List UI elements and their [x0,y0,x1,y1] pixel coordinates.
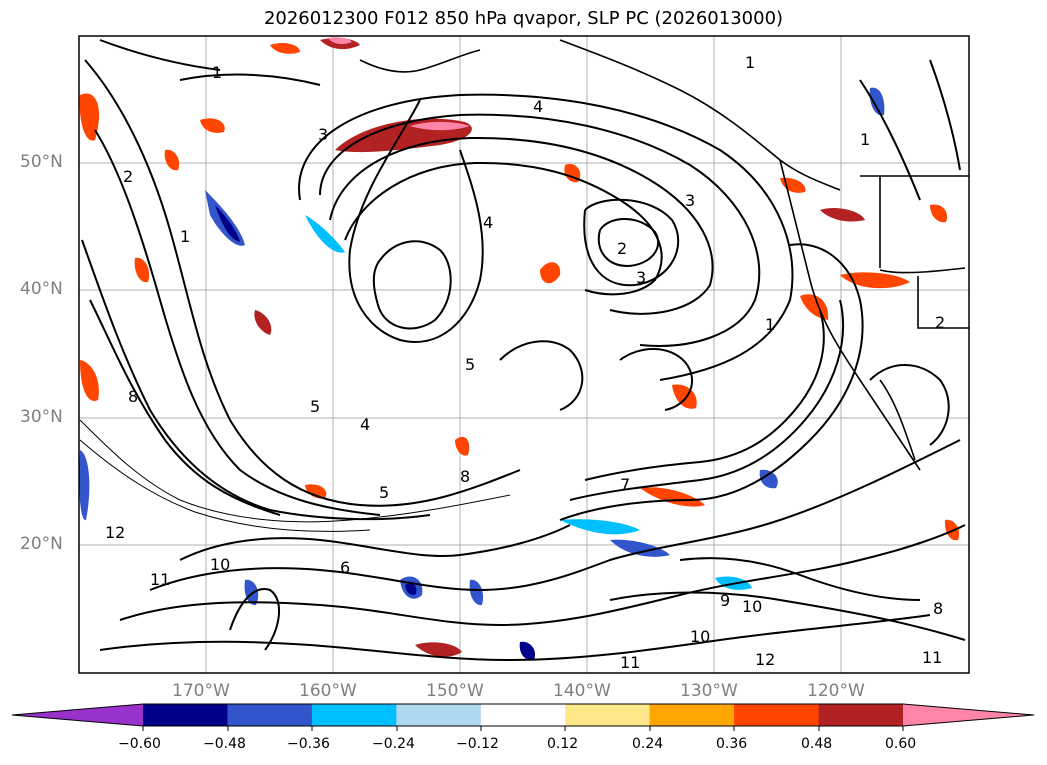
coastlines [359,39,969,471]
colorbar-segment [734,704,820,726]
gridlines [79,36,969,673]
map-background [79,36,969,673]
colorbar-segments [12,704,1034,726]
colorbar-segment [818,704,904,726]
contour-label: 2 [935,313,945,332]
lon-label: 160°W [299,681,357,701]
colorbar-segment [311,704,397,726]
slp-contours [81,39,966,662]
contour-label: 12 [755,650,775,669]
contour-label: 1 [180,227,190,246]
contour-label: 6 [340,558,350,577]
chart-title: 2026012300 F012 850 hPa qvapor, SLP PC (… [263,8,784,29]
colorbar-tick-label: −0.36 [287,736,330,752]
contour-label: 12 [105,523,125,542]
lat-label: 50°N [20,152,63,172]
contour-label: 8 [460,467,470,486]
contour-label: 10 [742,597,762,616]
contour-label: 4 [483,213,493,232]
colorbar-tick-label: −0.48 [203,736,246,752]
colorbar-ticks [142,726,904,731]
contour-label-layer: 1 1 1 1 1 2 2 2 3 3 3 4 4 4 5 5 5 6 7 8 … [105,53,945,672]
contour-label: 10 [690,627,710,646]
colorbar-extend-low [12,704,143,726]
contour-label: 3 [318,125,328,144]
colorbar-tick-label: −0.24 [372,736,415,752]
colorbar-tick-label: 0.12 [547,736,579,752]
colorbar-segment [649,704,735,726]
lon-label: 130°W [680,681,738,701]
colorbar-extend-high [903,704,1034,726]
colorbar-segment [227,704,313,726]
lat-label: 30°N [20,407,63,427]
lat-label: 40°N [20,279,63,299]
colorbar-tick-label: 0.48 [801,736,833,752]
colorbar-segment [143,704,228,726]
contour-label: 1 [860,130,870,149]
contour-label: 7 [620,475,630,494]
contour-label: 8 [128,387,138,406]
contour-label: 4 [360,415,370,434]
colorbar-tick-label: −0.60 [118,736,161,752]
lon-label: 140°W [553,681,611,701]
contour-label: 1 [745,53,755,72]
map-frame [78,35,970,674]
contour-label: 1 [765,315,775,334]
contour-label: 2 [617,239,627,258]
contour-label: 11 [620,653,640,672]
colorbar-segment [565,704,651,726]
contour-label: 9 [720,591,730,610]
lat-label: 20°N [20,534,63,554]
contour-label: 3 [685,191,695,210]
contour-label: 5 [379,483,389,502]
contour-label: 5 [465,355,475,374]
contour-label: 11 [150,570,170,589]
contour-label: 10 [210,555,230,574]
qvapor-shading [79,37,960,661]
contour-label: 11 [922,648,942,667]
contour-label: 3 [636,268,646,287]
colorbar-segment [396,704,482,726]
colorbar-tick-label: 0.60 [885,736,917,752]
thin-contours [79,419,511,532]
lon-label: 170°W [172,681,230,701]
lon-label: 120°W [807,681,865,701]
colorbar-segment [480,704,566,726]
contour-label: 4 [533,97,543,116]
contour-label: 8 [933,599,943,618]
colorbar-tick-label: −0.12 [456,736,499,752]
contour-label: 2 [123,167,133,186]
lon-label: 150°W [426,681,484,701]
colorbar-tick-label: 0.24 [632,736,664,752]
colorbar-tick-label: 0.36 [716,736,748,752]
contour-label: 5 [310,397,320,416]
contour-label: 1 [212,63,222,82]
